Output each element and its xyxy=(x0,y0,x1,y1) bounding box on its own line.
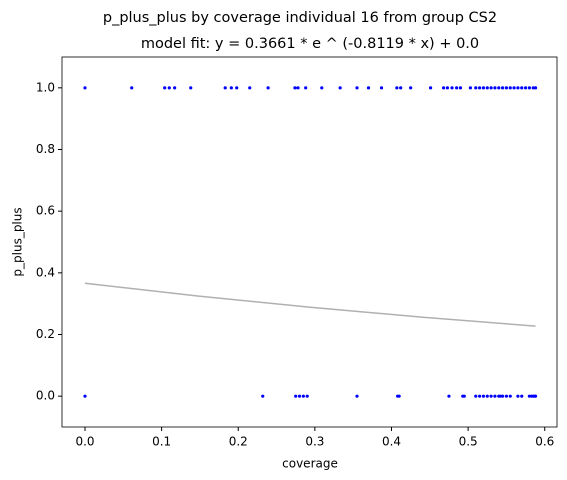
data-point xyxy=(493,394,497,398)
data-point xyxy=(481,394,486,398)
data-point xyxy=(485,394,489,398)
data-point xyxy=(445,86,450,90)
data-point xyxy=(493,86,497,90)
data-point xyxy=(294,394,298,398)
data-point xyxy=(301,394,305,398)
x-tick-label: 0.0 xyxy=(75,435,94,449)
y-tick-label: 1.0 xyxy=(36,80,55,94)
data-point xyxy=(450,86,454,90)
data-point xyxy=(478,86,482,90)
y-tick-label: 0.2 xyxy=(36,327,55,341)
data-point xyxy=(395,86,399,90)
data-point xyxy=(527,86,532,90)
data-point xyxy=(130,86,134,90)
x-tick-label: 0.2 xyxy=(229,435,248,449)
y-tick-label: 0.6 xyxy=(36,204,55,218)
data-point xyxy=(458,86,463,90)
x-tick-label: 0.1 xyxy=(152,435,171,449)
data-point xyxy=(355,394,359,398)
data-point xyxy=(355,86,359,90)
data-point xyxy=(235,86,239,90)
data-point xyxy=(397,394,401,398)
data-point xyxy=(500,86,505,90)
data-point xyxy=(338,86,342,90)
data-point xyxy=(167,86,171,90)
data-point xyxy=(305,394,309,398)
data-point xyxy=(447,394,451,398)
x-tick-label: 0.4 xyxy=(382,435,401,449)
data-point xyxy=(508,394,512,398)
data-point xyxy=(441,86,446,90)
data-point xyxy=(527,394,532,398)
data-point xyxy=(455,86,459,90)
data-point xyxy=(474,394,478,398)
data-point xyxy=(261,394,265,398)
data-point xyxy=(163,86,167,90)
fit-line xyxy=(84,282,536,327)
data-point xyxy=(399,86,403,90)
data-point xyxy=(83,86,87,90)
data-point xyxy=(520,86,524,90)
data-point xyxy=(516,86,520,90)
data-point xyxy=(379,86,384,90)
data-point xyxy=(533,394,538,398)
y-tick-label: 0.8 xyxy=(36,142,55,156)
data-point xyxy=(474,86,478,90)
data-point xyxy=(523,86,528,90)
data-point xyxy=(520,394,524,398)
data-point xyxy=(533,86,538,90)
data-point xyxy=(504,394,509,398)
y-axis-label: p_plus_plus xyxy=(11,207,25,276)
data-point xyxy=(478,394,482,398)
x-tick-label: 0.6 xyxy=(535,435,554,449)
data-point xyxy=(504,86,509,90)
x-axis-label: coverage xyxy=(282,457,338,471)
data-point xyxy=(428,86,433,90)
data-point xyxy=(296,86,300,90)
data-point xyxy=(320,86,324,90)
data-point xyxy=(297,394,302,398)
data-point xyxy=(266,86,270,90)
data-point xyxy=(489,86,493,90)
data-point xyxy=(173,86,177,90)
y-tick-label: 0.4 xyxy=(36,265,55,279)
plot-frame xyxy=(61,56,558,428)
data-point xyxy=(468,86,473,90)
data-point xyxy=(366,86,371,90)
data-point xyxy=(500,394,505,398)
x-tick-label: 0.3 xyxy=(305,435,324,449)
data-point xyxy=(293,86,297,90)
data-point xyxy=(516,394,520,398)
chart-title: p_plus_plus by coverage individual 16 fr… xyxy=(103,10,497,26)
data-point xyxy=(497,86,501,90)
data-point xyxy=(229,86,233,90)
data-point xyxy=(304,86,308,90)
data-point xyxy=(409,86,413,90)
data-point xyxy=(462,394,466,398)
data-point xyxy=(531,86,535,90)
data-point xyxy=(83,394,87,398)
data-point xyxy=(248,86,252,90)
data-point xyxy=(481,86,486,90)
data-point xyxy=(512,86,516,90)
y-tick-label: 0.0 xyxy=(36,389,55,403)
data-point xyxy=(489,394,493,398)
x-tick-label: 0.5 xyxy=(459,435,478,449)
chart-subtitle: model fit: y = 0.3661 * e ^ (-0.8119 * x… xyxy=(141,36,479,52)
data-point xyxy=(223,86,227,90)
data-point xyxy=(189,86,193,90)
data-point xyxy=(498,394,502,398)
data-point xyxy=(508,86,512,90)
data-point xyxy=(485,86,489,90)
